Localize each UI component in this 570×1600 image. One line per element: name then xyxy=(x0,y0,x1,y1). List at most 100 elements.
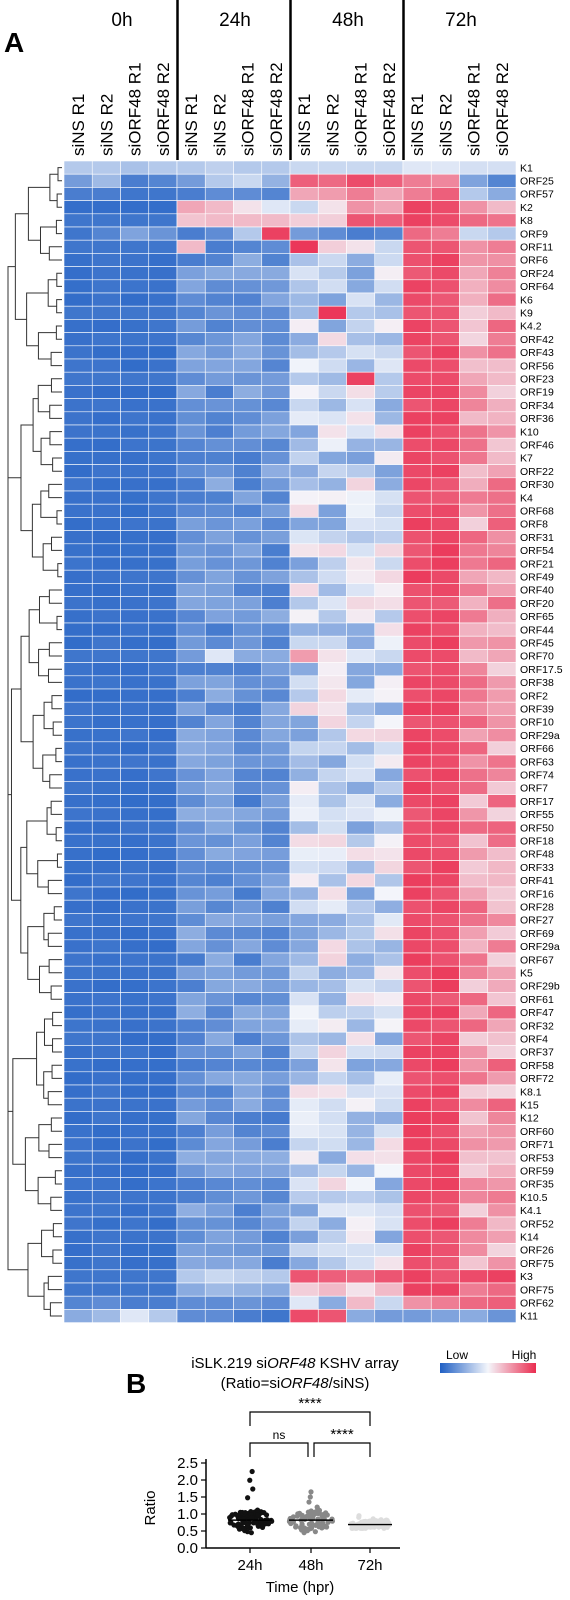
heatmap-cell xyxy=(233,622,263,637)
heatmap-row-label: ORF62 xyxy=(520,1298,554,1310)
heatmap-cell xyxy=(261,583,291,597)
heatmap-cell xyxy=(91,939,121,954)
heatmap-cell xyxy=(91,1190,121,1205)
heatmap-cell xyxy=(487,992,517,1007)
dendrogram-branch xyxy=(37,1176,56,1205)
heatmap-row-label: ORF4 xyxy=(520,1034,548,1046)
heatmap-cell xyxy=(261,794,291,809)
heatmap-cell xyxy=(148,173,178,188)
heatmap-cell xyxy=(289,490,319,505)
heatmap-cell xyxy=(148,437,178,452)
heatmap-cell xyxy=(148,1124,178,1139)
heatmap-cell xyxy=(459,213,489,228)
heatmap-cell xyxy=(487,833,517,848)
heatmap-cell xyxy=(176,1097,206,1112)
heatmap-cell xyxy=(374,332,404,347)
scatter-subtitle-suffix: /siNS) xyxy=(329,1375,370,1392)
heatmap-cell xyxy=(204,1229,234,1244)
heatmap-cell xyxy=(487,847,517,861)
heatmap-cell xyxy=(204,1111,234,1125)
heatmap-cell xyxy=(233,675,263,690)
heatmap-row-label: K4.1 xyxy=(520,1205,542,1217)
heatmap-row-label: ORF47 xyxy=(520,1007,554,1019)
heatmap-cell xyxy=(261,358,291,373)
heatmap-cell xyxy=(120,715,150,729)
heatmap-cell xyxy=(261,319,291,333)
heatmap-cell xyxy=(261,1295,291,1310)
heatmap-cell xyxy=(120,1124,150,1139)
heatmap-cell xyxy=(402,662,432,677)
dendrogram-branch xyxy=(32,714,45,769)
heatmap-cell xyxy=(374,490,404,505)
heatmap-cell xyxy=(91,1124,121,1139)
heatmap-row-label: ORF53 xyxy=(520,1152,554,1164)
heatmap-cell xyxy=(289,385,319,399)
heatmap-row-label: K5 xyxy=(520,968,533,980)
heatmap-cell xyxy=(261,926,291,941)
heatmap-cell xyxy=(204,833,234,848)
heatmap-row-label: ORF21 xyxy=(520,558,554,570)
heatmap-cell xyxy=(233,345,263,360)
heatmap-cell xyxy=(261,1097,291,1112)
heatmap-cell xyxy=(459,1190,489,1205)
data-point xyxy=(296,1510,303,1516)
heatmap-cell xyxy=(317,807,347,822)
dendrogram-branch xyxy=(38,596,57,624)
heatmap-cell xyxy=(402,345,432,360)
heatmap-cell xyxy=(430,503,460,518)
data-point xyxy=(249,1515,255,1521)
heatmap-cell xyxy=(459,543,489,558)
heatmap-cell xyxy=(346,715,376,729)
heatmap-cell xyxy=(459,1124,489,1139)
heatmap-cell xyxy=(346,1256,376,1271)
heatmap-cell xyxy=(459,741,489,756)
heatmap-cell xyxy=(233,556,263,571)
heatmap-cell xyxy=(402,358,432,373)
heatmap-cell xyxy=(233,635,263,650)
data-point xyxy=(244,1522,250,1529)
heatmap-cell xyxy=(148,1163,178,1178)
heatmap-cell xyxy=(120,781,150,795)
heatmap-cell xyxy=(346,173,376,188)
heatmap-cell xyxy=(148,1084,178,1099)
heatmap-cell xyxy=(374,1018,404,1033)
heatmap-cell xyxy=(233,226,263,241)
heatmap-cell xyxy=(289,1190,319,1205)
heatmap-cell xyxy=(176,1005,206,1020)
heatmap-cell xyxy=(91,543,121,558)
heatmap-cell xyxy=(91,952,121,967)
dendrogram-branch xyxy=(56,510,62,525)
heatmap-cell xyxy=(402,926,432,941)
heatmap-cell xyxy=(233,490,263,505)
heatmap-row-label: ORF20 xyxy=(520,598,554,610)
heatmap-cell xyxy=(91,490,121,505)
heatmap-row-labels: K1ORF25ORF57K2K8ORF9ORF11ORF6ORF24ORF64K… xyxy=(520,162,563,1322)
heatmap-cell xyxy=(233,1111,263,1125)
heatmap-row-label: K2 xyxy=(520,202,533,214)
heatmap-cell xyxy=(120,213,150,228)
dendrogram-branch xyxy=(49,774,62,789)
heatmap-cell xyxy=(374,701,404,716)
heatmap-cell xyxy=(261,596,291,611)
dendrogram-branch xyxy=(57,563,62,578)
heatmap-cell xyxy=(402,411,432,426)
heatmap-cell xyxy=(289,1137,319,1152)
heatmap-row-label: ORF29a xyxy=(520,730,560,742)
heatmap-cell xyxy=(91,701,121,716)
heatmap-cell xyxy=(261,279,291,294)
heatmap-cell xyxy=(459,649,489,663)
heatmap-cell xyxy=(148,899,178,914)
heatmap-cell xyxy=(317,358,347,373)
heatmap-cell xyxy=(402,266,432,281)
heatmap-cell xyxy=(63,1018,93,1033)
heatmap-cell xyxy=(346,253,376,267)
heatmap-cell xyxy=(176,187,206,201)
dendrogram-branch xyxy=(32,398,42,452)
heatmap-cell xyxy=(346,319,376,333)
heatmap-cell xyxy=(402,371,432,386)
heatmap-row-label: ORF18 xyxy=(520,836,554,848)
heatmap-cell xyxy=(148,1111,178,1125)
heatmap-cell xyxy=(233,530,263,545)
heatmap-cell xyxy=(148,279,178,294)
heatmap-cell xyxy=(402,319,432,333)
